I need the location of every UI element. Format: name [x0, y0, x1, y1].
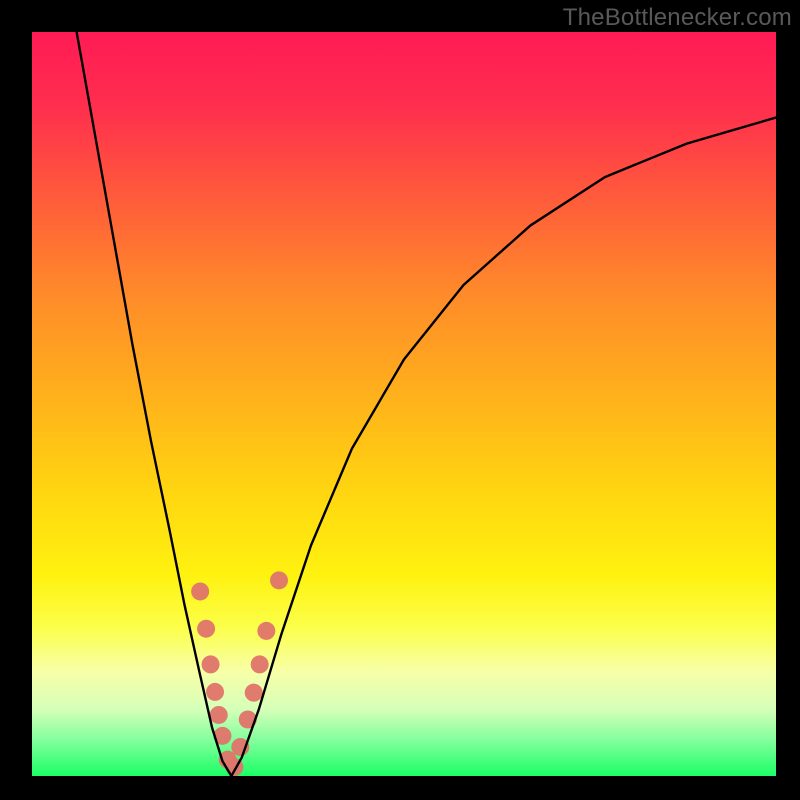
chart-frame: TheBottlenecker.com — [0, 0, 800, 800]
data-marker — [191, 582, 209, 600]
data-marker — [251, 655, 269, 673]
data-marker — [206, 683, 224, 701]
data-marker — [210, 706, 228, 724]
data-marker — [202, 655, 220, 673]
data-marker — [245, 684, 263, 702]
plot-area — [32, 32, 776, 776]
data-marker — [197, 620, 215, 638]
marker-group — [191, 571, 288, 776]
watermark-text: TheBottlenecker.com — [563, 4, 792, 32]
data-marker — [270, 571, 288, 589]
chart-svg — [32, 32, 776, 776]
right-curve — [231, 118, 776, 776]
data-marker — [257, 622, 275, 640]
